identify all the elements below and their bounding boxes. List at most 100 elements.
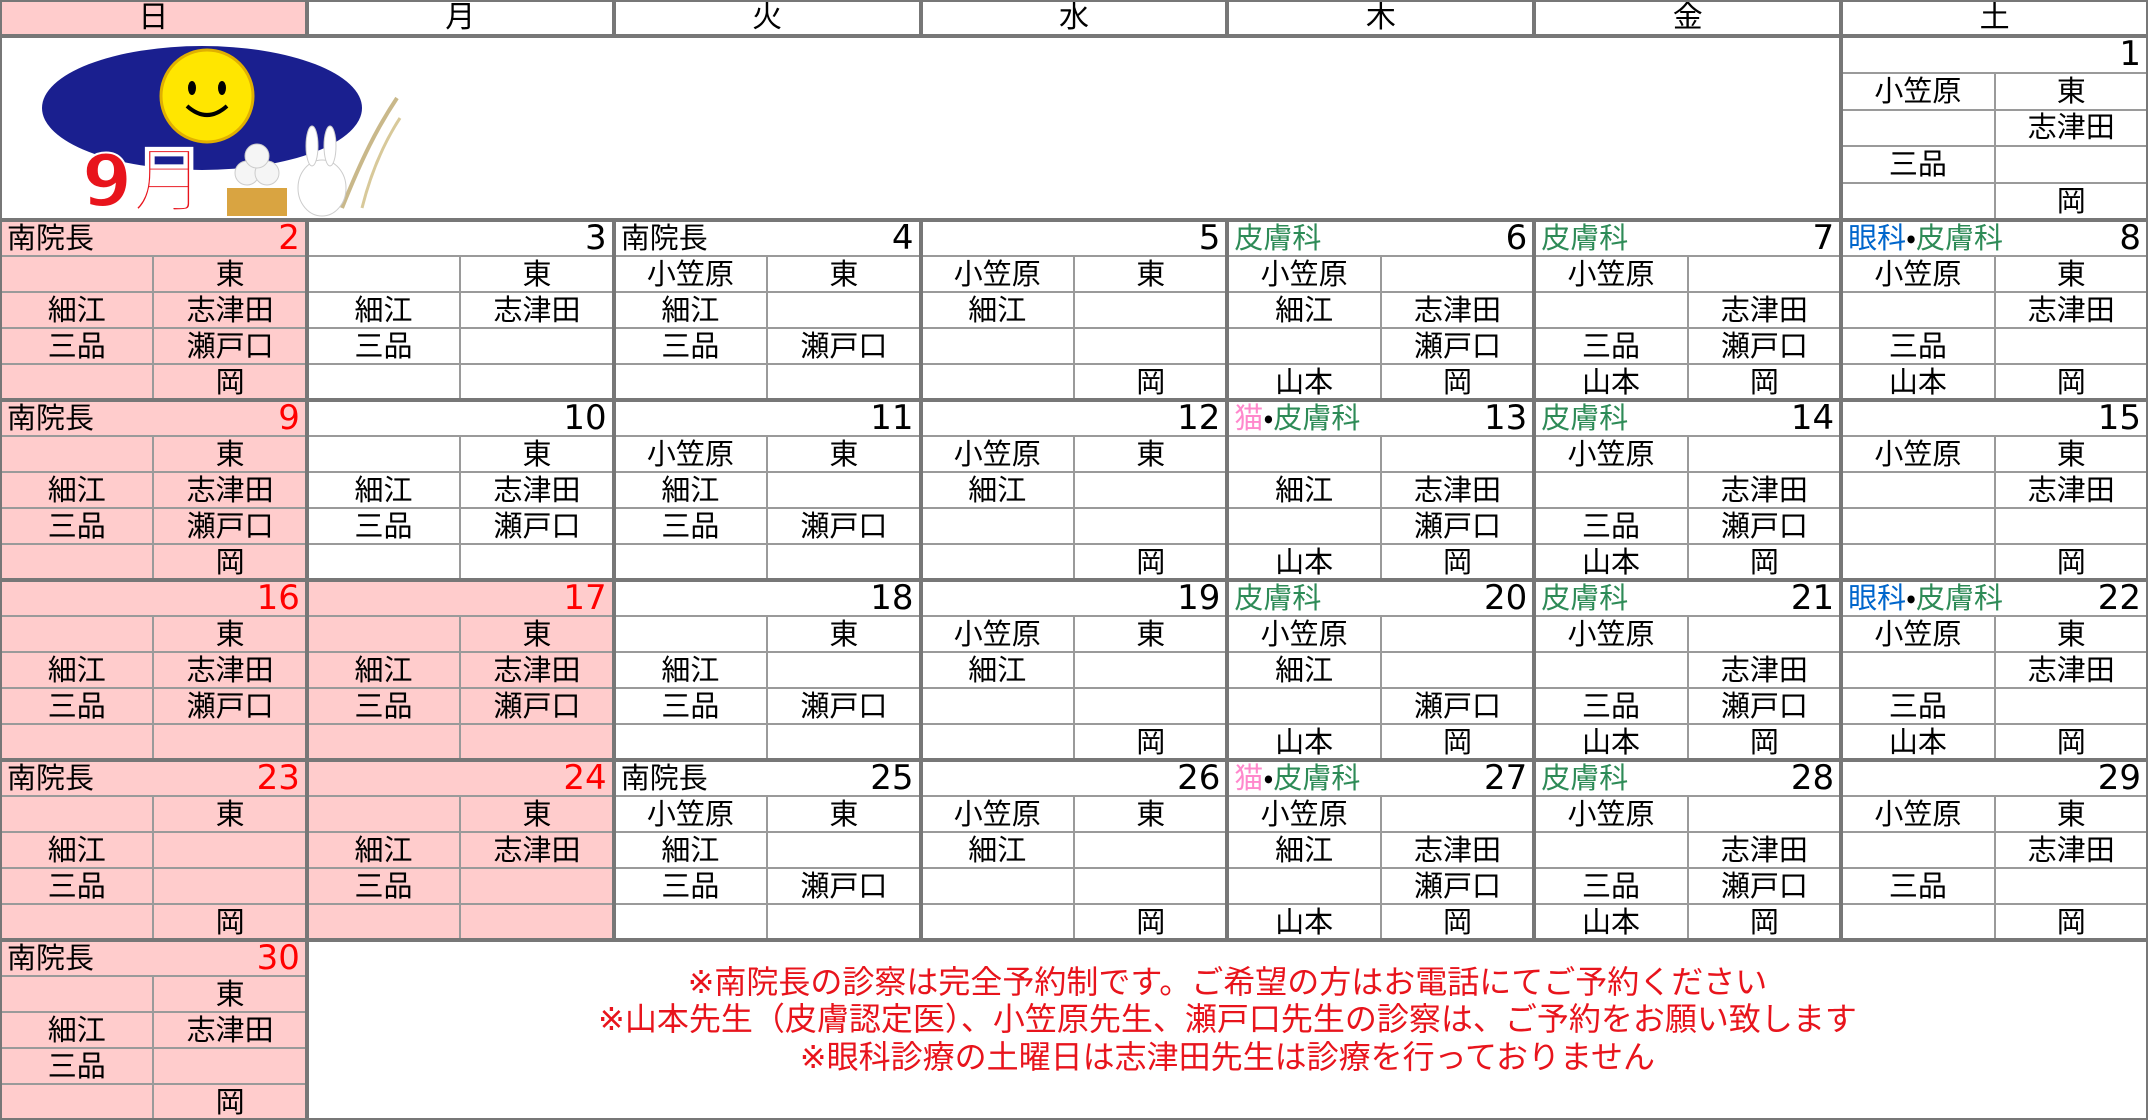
day-date: 7 [1812,220,1835,256]
staff-cell: 三品 [0,868,154,904]
staff-cell: 瀬戸口 [153,688,307,724]
staff-cell: 小笠原 [920,256,1074,292]
label-part: 南院長 [7,760,95,795]
day-label: 皮膚科 [1234,580,1322,615]
staff-cell: 細江 [613,472,768,508]
staff-cell: 志津田 [460,652,614,688]
staff-cell: 三品 [0,1048,154,1084]
day-header: 18 [613,580,921,616]
staff-cell: 東 [767,796,921,832]
staff-cell [153,868,307,904]
staff-cell [153,1048,307,1084]
staff-cell: 志津田 [460,292,614,328]
staff-cell: 岡 [153,904,307,940]
staff-cell: 小笠原 [920,436,1074,472]
staff-cell [1380,652,1535,688]
staff-cell [1994,688,2148,724]
day-date: 24 [563,760,607,796]
day-date: 13 [1484,400,1528,436]
staff-cell [306,796,461,832]
staff-cell [306,724,461,760]
staff-cell [1074,508,1228,544]
staff-cell: 瀬戸口 [460,688,614,724]
day-date: 30 [256,940,300,976]
staff-cell: 小笠原 [1841,436,1995,472]
staff-cell [920,904,1074,940]
staff-cell [1534,292,1688,328]
staff-cell [1534,832,1688,868]
staff-cell: 細江 [1227,832,1381,868]
staff-cell: 山本 [1534,724,1688,760]
staff-cell: 瀬戸口 [153,328,307,364]
day-date: 25 [870,760,914,796]
staff-cell [306,256,461,292]
staff-cell: 瀬戸口 [1380,328,1535,364]
label-part: 皮膚科 [1541,580,1629,615]
staff-cell: 東 [767,256,921,292]
day-header: 12 [920,400,1228,436]
staff-cell [153,832,307,868]
staff-cell: 岡 [1074,904,1228,940]
day-date: 22 [2097,580,2141,616]
label-part: ・ [1263,760,1274,795]
staff-cell [767,652,921,688]
day-label: 皮膚科 [1541,580,1629,615]
staff-cell: 小笠原 [1841,616,1995,652]
label-part: 眼科 [1848,580,1907,615]
staff-cell [306,616,461,652]
staff-cell [1380,436,1535,472]
staff-cell: 小笠原 [1534,616,1688,652]
day-date: 12 [1177,400,1221,436]
label-part: 眼科 [1848,220,1907,255]
staff-cell: 三品 [1534,328,1688,364]
staff-cell: 山本 [1227,904,1381,940]
staff-cell: 細江 [1227,652,1381,688]
staff-cell [920,724,1074,760]
staff-cell: 志津田 [1994,292,2148,328]
label-part: ・ [1263,400,1274,435]
staff-cell: 三品 [306,508,461,544]
staff-cell: 細江 [306,652,461,688]
staff-cell: 小笠原 [613,436,768,472]
staff-cell [460,328,614,364]
day-label: 皮膚科 [1541,403,1628,433]
staff-cell: 瀬戸口 [767,688,921,724]
staff-cell: 細江 [613,652,768,688]
label-part: 南院長 [7,940,95,975]
day-label: 南院長 [7,223,94,253]
staff-cell: 瀬戸口 [1687,868,1842,904]
label-part: 皮膚科 [1234,580,1322,615]
staff-cell: 細江 [920,292,1074,328]
day-header: 17 [306,580,614,616]
day-header: 1 [1841,36,2148,73]
staff-cell [0,256,154,292]
label-part: 皮膚科 [1234,220,1322,255]
staff-cell: 岡 [1687,724,1842,760]
staff-cell [1687,796,1842,832]
staff-cell: 瀬戸口 [767,508,921,544]
staff-cell: 東 [460,256,614,292]
label-part: 猫 [1234,400,1264,435]
label-part: 皮膚科 [1541,220,1629,255]
staff-cell: 岡 [153,364,307,400]
day-label: 南院長 [7,940,95,975]
day-header: 皮膚科 6 [1227,220,1535,256]
day-date: 9 [278,400,300,436]
staff-cell: 瀬戸口 [1380,688,1535,724]
note-line: ※眼科診療の土曜日は志津田先生は診療を行っておりません [799,1038,1656,1077]
day-date: 11 [870,400,914,436]
staff-cell: 三品 [0,328,154,364]
staff-cell: 山本 [1841,364,1995,400]
staff-cell: 細江 [0,832,154,868]
staff-cell: 東 [1994,796,2148,832]
staff-cell [1841,832,1995,868]
staff-cell: 細江 [306,832,461,868]
staff-cell: 志津田 [1687,292,1842,328]
day-date: 21 [1790,580,1835,616]
staff-cell: 東 [1074,616,1228,652]
staff-cell: 小笠原 [1841,72,1995,110]
staff-cell [920,508,1074,544]
staff-cell: 細江 [613,832,768,868]
staff-cell: 三品 [1841,146,1995,184]
